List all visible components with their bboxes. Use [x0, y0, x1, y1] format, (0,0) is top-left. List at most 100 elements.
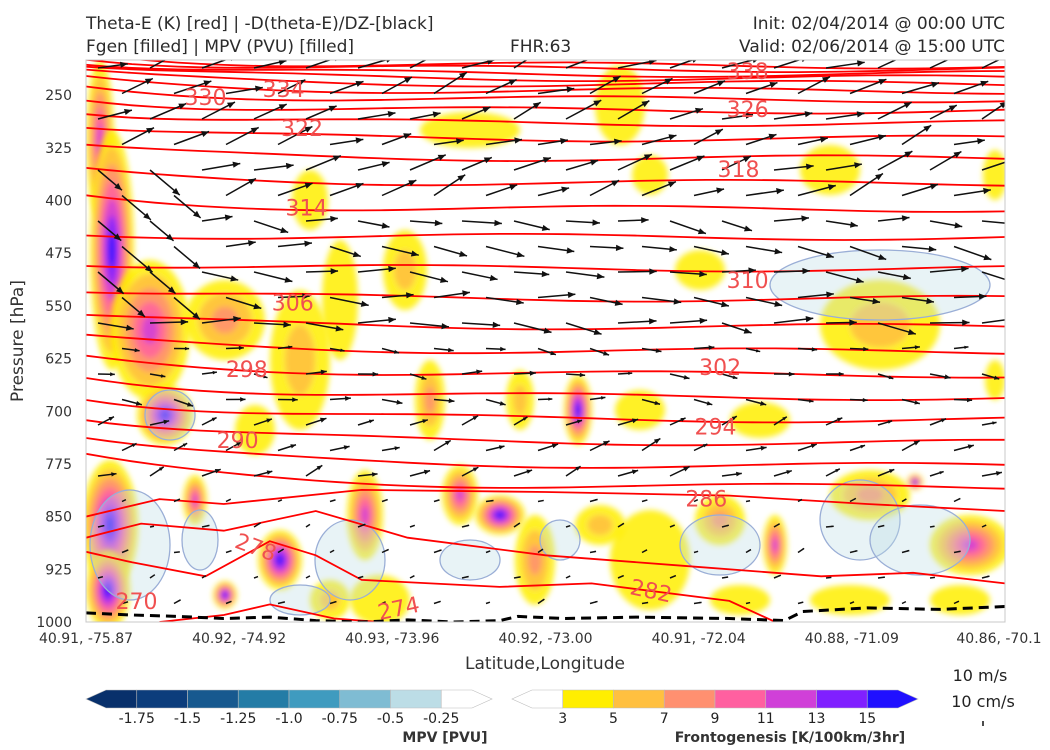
wind-vector-head — [992, 421, 997, 425]
wind-vector — [589, 396, 606, 401]
mpv-colorbar-tick-label: -0.75 — [322, 711, 358, 727]
wind-vector — [461, 106, 491, 120]
theta-e-isoline — [86, 68, 1005, 88]
frontogenesis-colorbar: 3 5 7 9 11 13 15 — [511, 689, 919, 727]
wind-vector — [433, 245, 468, 257]
frontogenesis-area-level — [108, 232, 116, 268]
wind-vector — [901, 398, 921, 405]
wind-vector — [149, 466, 165, 477]
frontogenesis-area-level — [350, 575, 410, 622]
wind-vector-head — [914, 400, 920, 405]
theta-e-isoline — [86, 510, 1005, 585]
frontogenesis-area — [564, 375, 592, 445]
wind-vector — [901, 81, 940, 95]
wind-vector — [409, 271, 449, 283]
wind-vector — [485, 346, 506, 352]
wind-vector — [201, 316, 241, 324]
wind-vector-head — [631, 469, 639, 475]
wind-vector — [277, 444, 297, 452]
wind-vector — [409, 111, 441, 120]
wind-vector-head — [964, 345, 969, 349]
wind-vector — [797, 136, 828, 146]
wind-vector-head — [316, 465, 323, 471]
wind-vector-head — [489, 274, 498, 281]
wind-vector — [721, 155, 752, 171]
wind-vector — [901, 498, 907, 503]
mpv-contour — [439, 539, 501, 581]
frontogenesis-area — [475, 495, 525, 535]
wind-vector — [225, 296, 262, 310]
wind-vector-head — [494, 219, 502, 227]
wind-vector-head — [113, 233, 122, 241]
wind-vector — [929, 104, 958, 120]
fgen-colorbar-swatch — [511, 689, 564, 709]
wind-vector — [745, 500, 751, 503]
wind-vector — [461, 415, 479, 426]
wind-vector — [97, 575, 104, 579]
wind-vector — [669, 465, 690, 477]
theta-e-isoline — [86, 60, 1005, 73]
wind-vector — [173, 296, 201, 320]
wind-vector-head — [667, 181, 676, 188]
wind-vector — [565, 322, 602, 335]
wind-vector-head — [621, 575, 624, 577]
wind-vector-shaft — [981, 161, 1005, 171]
wind-vector-shaft — [329, 549, 335, 554]
wind-vector — [877, 468, 895, 477]
wind-vector-head — [360, 300, 369, 307]
wind-vector-shaft — [981, 220, 1005, 224]
wind-vector-head — [499, 401, 506, 406]
wind-vector — [929, 60, 950, 69]
wind-vector-head — [850, 221, 858, 228]
wind-vector — [305, 575, 311, 579]
wind-vector-head — [944, 374, 951, 380]
wind-vector — [825, 371, 844, 377]
wind-vector — [981, 271, 1005, 281]
wind-vector-head — [381, 161, 390, 168]
wind-vector-head — [167, 286, 176, 294]
mpv-area — [144, 389, 196, 441]
wind-vector-head — [862, 398, 868, 403]
wind-vector — [797, 547, 805, 554]
wind-vector — [773, 574, 782, 579]
wind-vector-head — [253, 303, 262, 310]
wind-vector-shaft — [513, 60, 528, 69]
wind-vector-head — [396, 399, 403, 405]
wind-vector-head — [387, 111, 396, 118]
mpv-colorbar-tick-label: -0.5 — [377, 711, 404, 727]
wind-vector — [97, 322, 134, 331]
theta-e-isoline — [86, 65, 1005, 82]
wind-vector-head — [492, 321, 501, 328]
wind-vector-head — [406, 292, 414, 299]
wind-vector — [381, 179, 417, 197]
wind-vector — [849, 398, 868, 403]
wind-vector-head — [575, 466, 581, 471]
wind-vector — [589, 600, 598, 605]
wind-vector — [617, 153, 653, 171]
chart-title-line-1: Theta-E (K) [red] | -D(theta-E)/DZ-[blac… — [86, 14, 434, 34]
wind-vector — [589, 550, 597, 554]
wind-vector-head — [434, 219, 443, 227]
wind-vector — [485, 184, 518, 197]
wind-vector — [981, 575, 990, 579]
fgen-colorbar-swatch — [663, 689, 716, 709]
wind-vector — [589, 440, 610, 452]
wind-vector — [901, 345, 920, 350]
wind-vector — [513, 322, 552, 334]
wind-vector — [305, 154, 342, 171]
wind-vector-shaft — [825, 576, 832, 579]
wind-vector — [201, 468, 221, 477]
wind-vector-head — [422, 419, 428, 424]
wind-vector-head — [394, 446, 400, 451]
wind-vector — [641, 245, 677, 253]
wind-vector — [329, 549, 335, 554]
wind-vector-shaft — [225, 498, 232, 503]
wind-vector-head — [706, 401, 713, 406]
wind-vector — [121, 245, 154, 273]
wind-vector — [669, 220, 707, 235]
wind-vector — [797, 184, 836, 197]
wind-vector-head — [769, 82, 778, 88]
wind-vector — [121, 549, 129, 554]
wind-vector — [485, 550, 491, 554]
wind-vector — [461, 271, 498, 281]
